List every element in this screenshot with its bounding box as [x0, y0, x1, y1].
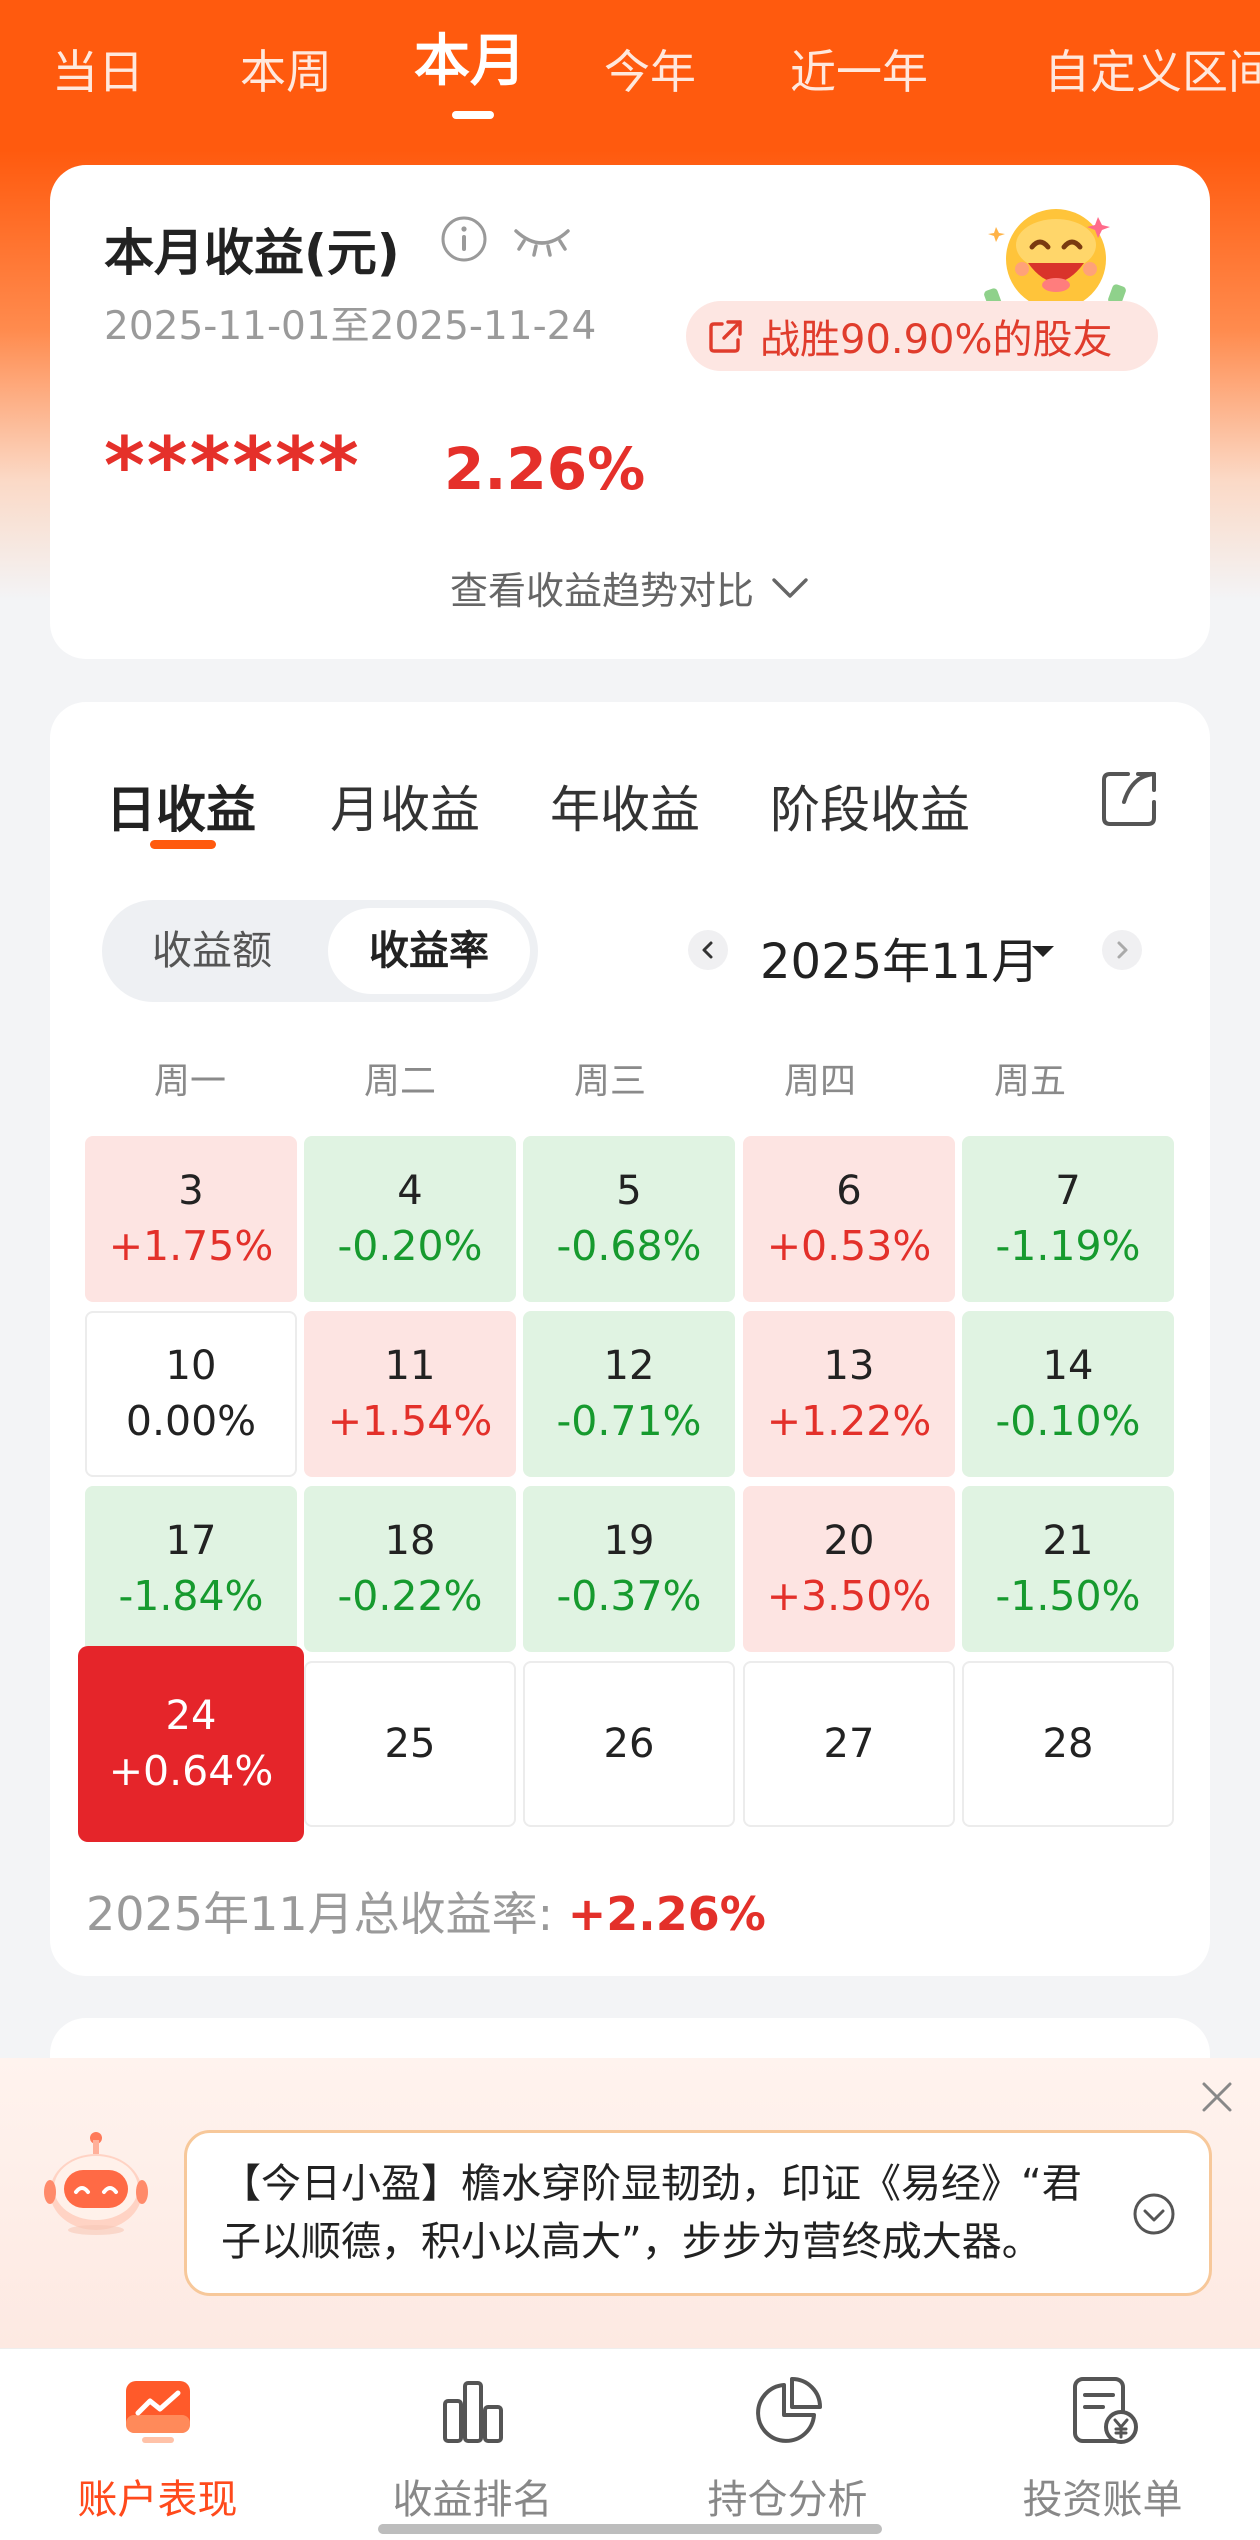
nav-holdings-analysis[interactable]: 持仓分析	[630, 2371, 945, 2525]
toggle-amount[interactable]: 收益额	[152, 928, 272, 974]
tab-this-year[interactable]: 今年	[604, 45, 696, 99]
tab-today[interactable]: 当日	[52, 45, 144, 99]
caret-down-icon[interactable]	[1032, 946, 1054, 957]
pie-chart-icon	[755, 2377, 822, 2443]
beat-peers-badge[interactable]: 战胜90.90%的股友	[686, 301, 1158, 371]
calendar-day[interactable]: 3 +1.75%	[85, 1136, 297, 1302]
active-tab-indicator	[452, 111, 494, 119]
date-range: 2025-11-01至2025-11-24	[104, 304, 597, 349]
calendar-day[interactable]: 20 +3.50%	[743, 1486, 955, 1652]
next-month-button[interactable]	[1102, 930, 1142, 970]
tab-daily-return[interactable]: 日收益	[106, 781, 256, 839]
chart-card-icon	[125, 2381, 190, 2443]
calendar-day[interactable]: 21 -1.50%	[962, 1486, 1174, 1652]
calendar-day[interactable]: 19 -0.37%	[523, 1486, 735, 1652]
laughing-emoji-icon	[984, 209, 1126, 310]
calendar-day[interactable]: 6 +0.53%	[743, 1136, 955, 1302]
share-icon[interactable]	[1098, 768, 1162, 830]
calendar-day[interactable]: 7 -1.19%	[962, 1136, 1174, 1302]
total-value: +2.26%	[567, 1887, 766, 1941]
daily-return-calendar-card: 日收益 月收益 年收益 阶段收益 收益额 收益率 2025年11月 周一 周二 …	[50, 702, 1210, 1976]
total-label: 2025年11月总收益率:	[86, 1887, 554, 1941]
robot-assistant-icon[interactable]	[44, 2126, 148, 2236]
bottom-navigation: 账户表现 收益排名 持仓分析 投资账单	[0, 2348, 1260, 2540]
calendar-day[interactable]: 4 -0.20%	[304, 1136, 516, 1302]
nav-label: 持仓分析	[707, 2477, 868, 2523]
chevron-left-icon	[702, 941, 713, 959]
weekday-wed: 周三	[573, 1061, 646, 1102]
calendar-day[interactable]: 14 -0.10%	[962, 1311, 1174, 1477]
tab-monthly-return[interactable]: 月收益	[330, 781, 480, 839]
calendar-day[interactable]: 17 -1.84%	[85, 1486, 297, 1652]
trend-compare-label: 查看收益趋势对比	[449, 569, 754, 613]
calendar-day[interactable]: 28	[962, 1661, 1174, 1827]
expand-chevron-icon[interactable]	[1131, 2191, 1177, 2237]
chevron-right-icon	[1117, 941, 1128, 959]
tab-custom-range[interactable]: 自定义区间	[1044, 45, 1260, 99]
weekday-tue: 周二	[363, 1061, 436, 1102]
bar-chart-icon	[442, 2381, 503, 2443]
nav-account-performance[interactable]: 账户表现	[0, 2371, 315, 2525]
monthly-summary-card: 本月收益(元) 2025-11-01至2025-11-24 战胜90.90%的股…	[50, 165, 1210, 659]
calendar-day[interactable]: 25	[304, 1661, 516, 1827]
hide-amount-eye-icon[interactable]	[510, 221, 574, 261]
tab-period-return[interactable]: 阶段收益	[770, 781, 970, 839]
beat-peers-text: 战胜90.90%的股友	[760, 317, 1113, 363]
prev-month-button[interactable]	[688, 930, 728, 970]
tab-yearly-return[interactable]: 年收益	[550, 781, 700, 839]
nav-label: 账户表现	[77, 2477, 238, 2523]
toggle-rate[interactable]: 收益率	[328, 908, 530, 994]
month-selector[interactable]: 2025年11月	[760, 934, 1040, 990]
close-icon[interactable]	[1200, 2080, 1234, 2114]
monthly-rate: 2.26%	[444, 435, 646, 503]
calendar-day-today[interactable]: 24 +0.64%	[78, 1646, 304, 1842]
calendar-day[interactable]: 11 +1.54%	[304, 1311, 516, 1477]
calendar-day[interactable]: 10 0.00%	[85, 1311, 297, 1477]
weekday-fri: 周五	[993, 1061, 1066, 1102]
tab-this-month[interactable]: 本月	[414, 29, 526, 94]
weekday-mon: 周一	[153, 1061, 226, 1102]
nav-label: 收益排名	[392, 2477, 553, 2523]
active-subtab-indicator	[150, 840, 216, 849]
home-indicator	[378, 2524, 882, 2534]
assistant-message: 【今日小盈】檐水穿阶显韧劲，印证《易经》“君子以顺德，积小以高大”，步步为营终成…	[221, 2161, 1082, 2265]
info-icon[interactable]	[438, 213, 490, 265]
calendar-day[interactable]: 27	[743, 1661, 955, 1827]
amount-rate-toggle: 收益额 收益率	[102, 900, 538, 1002]
monthly-total-return: 2025年11月总收益率: +2.26%	[86, 1878, 766, 1944]
calendar-day[interactable]: 5 -0.68%	[523, 1136, 735, 1302]
tab-this-week[interactable]: 本周	[240, 45, 332, 99]
calendar-day[interactable]: 12 -0.71%	[523, 1311, 735, 1477]
calendar-day[interactable]: 26	[523, 1661, 735, 1827]
trend-compare-link[interactable]: 查看收益趋势对比	[50, 560, 1210, 615]
tab-last-year[interactable]: 近一年	[790, 45, 928, 99]
chevron-down-icon	[772, 577, 808, 598]
summary-title: 本月收益(元)	[104, 224, 400, 282]
nav-label: 投资账单	[1022, 2477, 1183, 2523]
calendar-day[interactable]: 13 +1.22%	[743, 1311, 955, 1477]
nav-return-ranking[interactable]: 收益排名	[315, 2371, 630, 2525]
nav-investment-bill[interactable]: 投资账单	[945, 2371, 1260, 2525]
assistant-message-bubble[interactable]: 【今日小盈】檐水穿阶显韧劲，印证《易经》“君子以顺德，积小以高大”，步步为营终成…	[184, 2130, 1212, 2296]
calendar-day[interactable]: 18 -0.22%	[304, 1486, 516, 1652]
hidden-amount: ******	[104, 422, 361, 512]
share-out-icon	[709, 320, 742, 353]
period-tabs: 当日 本周 本月 今年 近一年 自定义区间	[0, 0, 1260, 150]
weekday-thu: 周四	[783, 1061, 856, 1102]
bill-icon	[1072, 2377, 1138, 2444]
